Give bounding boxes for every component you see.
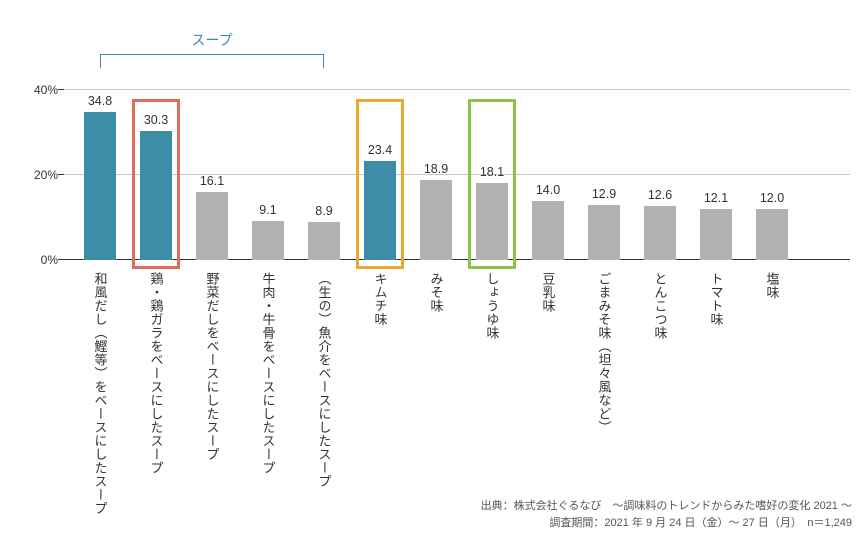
bar-value-label: 16.1 bbox=[200, 174, 224, 188]
bar-group: 14.0 bbox=[532, 201, 564, 261]
x-axis-category-label: 豆乳味 bbox=[539, 272, 558, 313]
x-axis-category-label: 塩味 bbox=[763, 272, 782, 299]
x-axis-category-label: みそ味 bbox=[427, 272, 446, 313]
bar-group: 12.0 bbox=[756, 209, 788, 260]
bar bbox=[756, 209, 788, 260]
source-citation: 出典：株式会社ぐるなび 〜調味料のトレンドからみた嗜好の変化 2021 〜 調査… bbox=[481, 498, 852, 533]
bar bbox=[84, 112, 116, 260]
y-axis-label: 0% bbox=[41, 253, 58, 267]
bar bbox=[420, 180, 452, 260]
bar-value-label: 18.1 bbox=[480, 165, 504, 179]
bar-value-label: 12.6 bbox=[648, 188, 672, 202]
bar bbox=[140, 131, 172, 260]
bar bbox=[700, 209, 732, 260]
bar-group: 12.9 bbox=[588, 205, 620, 260]
bar-value-label: 12.9 bbox=[592, 187, 616, 201]
bar bbox=[196, 192, 228, 260]
source-line-2: 調査期間：2021 年 9 月 24 日（金）〜 27 日（月） n＝1,249 bbox=[481, 515, 852, 533]
x-axis-category-label: 牛肉・牛骨をベースにしたスープ bbox=[259, 272, 278, 475]
x-axis-category-label: トマト味 bbox=[707, 272, 726, 326]
bar-group: 18.1 bbox=[476, 183, 508, 260]
chart-container: スープ 0%20%40%34.830.316.19.18.923.418.918… bbox=[40, 20, 850, 500]
x-axis-category-label: 野菜だしをベースにしたスープ bbox=[203, 272, 222, 461]
bar bbox=[588, 205, 620, 260]
bar-value-label: 14.0 bbox=[536, 183, 560, 197]
x-axis-category-label: ごまみそ味（坦々風など） bbox=[595, 272, 614, 434]
bar bbox=[644, 206, 676, 260]
y-tick bbox=[58, 259, 64, 260]
bar-value-label: 34.8 bbox=[88, 94, 112, 108]
bar-group: 12.6 bbox=[644, 206, 676, 260]
x-axis-category-label: とんこつ味 bbox=[651, 272, 670, 340]
plot-area: 0%20%40%34.830.316.19.18.923.418.918.114… bbox=[64, 90, 850, 260]
x-axis-line bbox=[64, 259, 850, 260]
bar-value-label: 12.0 bbox=[760, 191, 784, 205]
bar bbox=[252, 221, 284, 260]
y-tick bbox=[58, 174, 64, 175]
bar-value-label: 18.9 bbox=[424, 162, 448, 176]
y-tick bbox=[58, 89, 64, 90]
bar-value-label: 9.1 bbox=[259, 203, 276, 217]
bar-group: 18.9 bbox=[420, 180, 452, 260]
bar-group: 16.1 bbox=[196, 192, 228, 260]
grid-line bbox=[64, 89, 850, 90]
bar-group: 30.3 bbox=[140, 131, 172, 260]
bar-group: 34.8 bbox=[84, 112, 116, 260]
source-line-1: 出典：株式会社ぐるなび 〜調味料のトレンドからみた嗜好の変化 2021 〜 bbox=[481, 498, 852, 516]
annotation-bracket bbox=[100, 54, 324, 68]
bar bbox=[476, 183, 508, 260]
bar-value-label: 8.9 bbox=[315, 204, 332, 218]
x-axis-category-label: 和風だし（鰹等）をベースにしたスープ bbox=[91, 272, 110, 515]
bar-group: 12.1 bbox=[700, 209, 732, 260]
bar-value-label: 23.4 bbox=[368, 143, 392, 157]
bar-group: 9.1 bbox=[252, 221, 284, 260]
x-axis-category-label: （生の）魚介をベースにしたスープ bbox=[315, 272, 334, 488]
y-axis-label: 20% bbox=[34, 168, 58, 182]
y-axis-label: 40% bbox=[34, 83, 58, 97]
annotation-label: スープ bbox=[182, 30, 242, 50]
bar-value-label: 30.3 bbox=[144, 113, 168, 127]
bar bbox=[364, 161, 396, 260]
x-axis-category-label: 鶏・鶏ガラをベースにしたスープ bbox=[147, 272, 166, 475]
grid-line bbox=[64, 174, 850, 175]
bar bbox=[308, 222, 340, 260]
bar-group: 8.9 bbox=[308, 222, 340, 260]
x-axis-category-label: しょうゆ味 bbox=[483, 272, 502, 340]
bar-value-label: 12.1 bbox=[704, 191, 728, 205]
x-axis-category-label: キムチ味 bbox=[371, 272, 390, 326]
bar-group: 23.4 bbox=[364, 161, 396, 260]
bar bbox=[532, 201, 564, 261]
